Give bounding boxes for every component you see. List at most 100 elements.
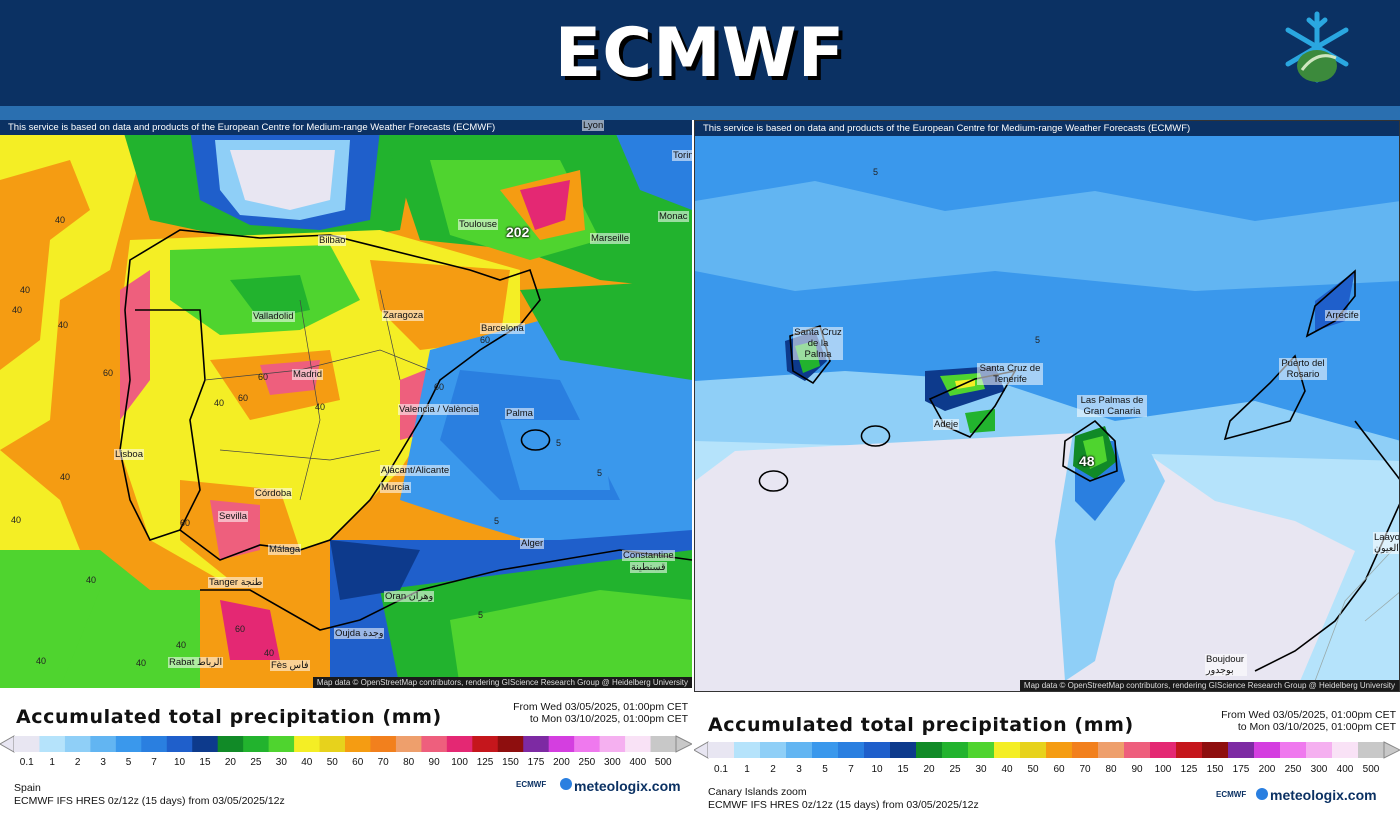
scale-swatch: [548, 736, 575, 752]
scale-arrow-right: [675, 735, 692, 753]
spain-precipitation-field: [0, 120, 692, 688]
scale-label: 400: [629, 757, 647, 768]
scale-swatch: [890, 742, 917, 758]
scale-label: 70: [377, 757, 389, 768]
scale-swatch: [968, 742, 995, 758]
scale-label: 20: [224, 757, 236, 768]
region-info: Spain ECMWF IFS HRES 0z/12z (15 days) fr…: [14, 782, 285, 808]
legend-date-range: From Wed 03/05/2025, 01:00pm CET to Mon …: [1221, 709, 1396, 733]
scale-label: 10: [173, 757, 186, 768]
city-label: Valencia / València: [398, 404, 480, 415]
scale-swatch: [1254, 742, 1281, 758]
contour-label: 40: [214, 398, 225, 408]
contour-label: 40: [264, 648, 275, 658]
contour-label: 40: [36, 656, 47, 666]
city-label: Laayou العيون: [1373, 532, 1399, 554]
scale-swatch: [1332, 742, 1359, 758]
city-label: Tanger طنجة: [208, 577, 264, 588]
city-label: Palma: [505, 408, 534, 419]
legend-from: From Wed 03/05/2025, 01:00pm CET: [513, 701, 688, 713]
contour-label: 60: [238, 393, 249, 403]
meteologix-globe-icon: [1256, 788, 1268, 800]
city-label: Murcia: [380, 482, 411, 493]
header-strip: [0, 106, 1400, 120]
legend-title: Accumulated total precipitation (mm): [708, 714, 1134, 736]
scale-label: 200: [553, 757, 570, 768]
contour-label: 40: [86, 575, 97, 585]
city-label: Constantine: [622, 550, 675, 561]
city-label: Oujda وجدة: [334, 628, 385, 639]
city-label: Fès فاس: [270, 660, 310, 671]
scale-label: 60: [1053, 764, 1065, 775]
ecmwf-small-logo: ECMWF: [1216, 790, 1247, 799]
header-bar: [0, 0, 1400, 106]
scale-label: 7: [151, 757, 157, 768]
scale-swatch: [1202, 742, 1229, 758]
scale-swatch: [192, 736, 219, 752]
legend-to: to Mon 03/10/2025, 01:00pm CET: [529, 713, 688, 725]
legend-to: to Mon 03/10/2025, 01:00pm CET: [1237, 721, 1396, 733]
city-label: Alacant/Alicante: [380, 465, 451, 476]
scale-swatch: [1280, 742, 1307, 758]
scale-label: 60: [352, 757, 364, 768]
city-label: Lisboa: [114, 449, 144, 460]
model-info: ECMWF IFS HRES 0z/12z (15 days) from 03/…: [14, 795, 285, 807]
scale-label: 50: [1027, 764, 1039, 775]
scale-label: 1: [49, 757, 55, 768]
city-label: Adeje: [933, 419, 960, 430]
max-value-label: 48: [1079, 453, 1095, 469]
scale-swatch: [786, 742, 813, 758]
region-name: Spain: [14, 782, 41, 794]
scale-label: 7: [848, 764, 854, 775]
contour-label: 40: [176, 640, 187, 650]
canary-precipitation-map[interactable]: This service is based on data and produc…: [694, 120, 1400, 692]
scale-swatch: [472, 736, 499, 752]
scale-label: 1: [744, 764, 750, 775]
scale-swatch: [523, 736, 550, 752]
brand-link[interactable]: meteologix.com: [1270, 787, 1377, 803]
color-scale-labels: 0.1 1 2 3 5 7 10 15 20 25 30 40 50 60 70 80 90 100 125 150 1…: [694, 764, 1400, 778]
scale-label: 90: [1131, 764, 1143, 775]
contour-label: 40: [55, 215, 66, 225]
spain-map-panel: This service is based on data and produc…: [0, 120, 692, 817]
city-label: Monac: [658, 211, 689, 222]
scale-label: 10: [871, 764, 883, 775]
city-label: Oran وهران: [384, 591, 435, 602]
scale-swatch: [395, 736, 422, 752]
scale-swatch: [497, 736, 524, 752]
scale-swatch: [1358, 742, 1385, 758]
scale-swatch: [1072, 742, 1099, 758]
scale-swatch: [64, 736, 91, 752]
contour-label: 5: [873, 167, 879, 177]
scale-label: 0.1: [714, 764, 728, 775]
scale-label: 0.1: [19, 757, 34, 768]
contour-label: 5: [1035, 335, 1041, 345]
scale-swatch: [90, 736, 117, 752]
scale-arrow-left: [694, 741, 709, 759]
scale-label: 3: [796, 764, 802, 775]
contour-label: 5: [597, 468, 603, 478]
brand-link[interactable]: meteologix.com: [574, 778, 681, 794]
city-label: Puerto del Rosario: [1279, 358, 1327, 380]
city-label: Rabat الرباط: [168, 657, 224, 668]
city-label: Toulouse: [458, 219, 499, 230]
scale-swatch: [217, 736, 244, 752]
city-label: Las Palmas de Gran Canaria: [1077, 395, 1147, 417]
scale-swatch: [708, 742, 735, 758]
scale-swatch: [650, 736, 677, 752]
city-label: Valladolid: [252, 311, 295, 322]
contour-label: 40: [315, 402, 326, 412]
scale-arrow-right: [1383, 741, 1400, 759]
scale-swatch: [141, 736, 168, 752]
scale-swatch: [760, 742, 787, 758]
scale-label: 500: [654, 757, 672, 768]
scale-label: 90: [428, 757, 440, 768]
city-label: Lyon: [582, 120, 605, 131]
scale-swatch: [166, 736, 193, 752]
scale-swatch: [1228, 742, 1255, 758]
scale-label: 150: [1206, 764, 1224, 775]
scale-label: 150: [502, 757, 519, 768]
city-label: Madrid: [292, 369, 324, 380]
spain-precipitation-map[interactable]: This service is based on data and produc…: [0, 120, 692, 688]
legend-date-range: From Wed 03/05/2025, 01:00pm CET to Mon …: [513, 701, 688, 725]
